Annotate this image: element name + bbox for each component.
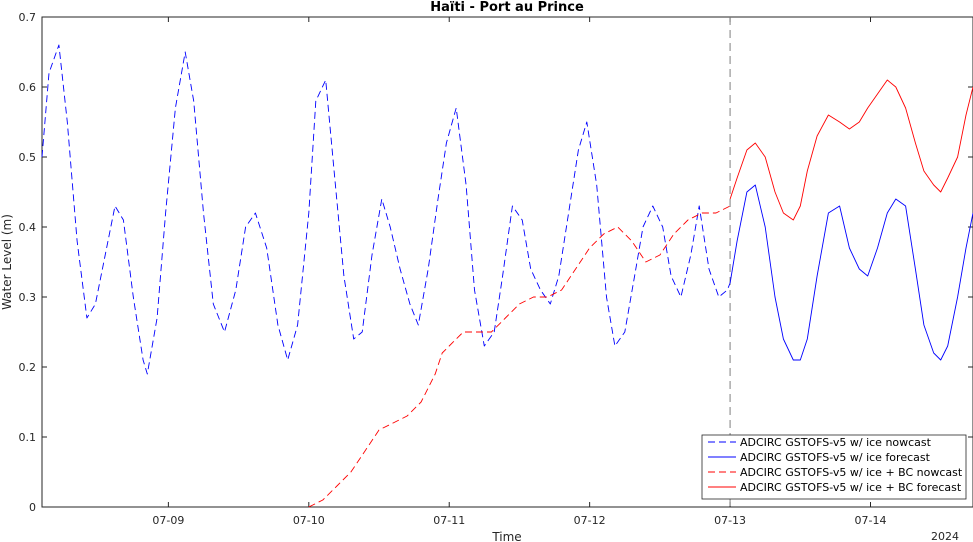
year-label: 2024 [931, 530, 959, 542]
plot-area [41, 16, 973, 508]
series-line-2 [308, 205, 731, 508]
legend-box [701, 434, 967, 500]
series-line-0 [41, 44, 731, 375]
y-tick-label: 0.4 [19, 221, 37, 234]
series-lines [41, 44, 973, 508]
chart-title: Haïti - Port au Prince [430, 0, 584, 15]
y-tick-label: 0 [29, 501, 36, 514]
x-tick-label: 07-10 [293, 514, 325, 527]
legend-label-0: ADCIRC GSTOFS-v5 w/ ice nowcast [740, 436, 932, 449]
y-tick-label: 0.2 [19, 361, 37, 374]
series-line-3 [729, 79, 973, 221]
legend: ADCIRC GSTOFS-v5 w/ ice nowcast ADCIRC GS… [701, 434, 967, 500]
y-axis-label: Water Level (m) [0, 214, 14, 310]
series-line-1 [729, 184, 973, 361]
x-tick-label: 07-14 [855, 514, 887, 527]
x-tick-label: 07-12 [574, 514, 606, 527]
y-tick-label: 0.7 [19, 11, 37, 24]
x-tick-label: 07-09 [152, 514, 184, 527]
y-tick-label: 0.1 [19, 431, 37, 444]
y-axis: 0 0.1 0.2 0.3 0.4 0.5 0.6 0.7 [19, 11, 973, 514]
x-tick-label: 07-11 [433, 514, 465, 527]
x-tick-label: 07-13 [714, 514, 746, 527]
x-axis-label: Time [491, 530, 521, 542]
y-tick-label: 0.5 [19, 151, 37, 164]
x-axis: 07-09 07-10 07-11 07-12 07-13 07-14 [152, 17, 886, 527]
y-tick-label: 0.3 [19, 291, 37, 304]
legend-label-2: ADCIRC GSTOFS-v5 w/ ice + BC nowcast [740, 466, 963, 479]
legend-label-1: ADCIRC GSTOFS-v5 w/ ice forecast [740, 451, 931, 464]
legend-label-3: ADCIRC GSTOFS-v5 w/ ice + BC forecast [740, 481, 962, 494]
y-tick-label: 0.6 [19, 81, 37, 94]
